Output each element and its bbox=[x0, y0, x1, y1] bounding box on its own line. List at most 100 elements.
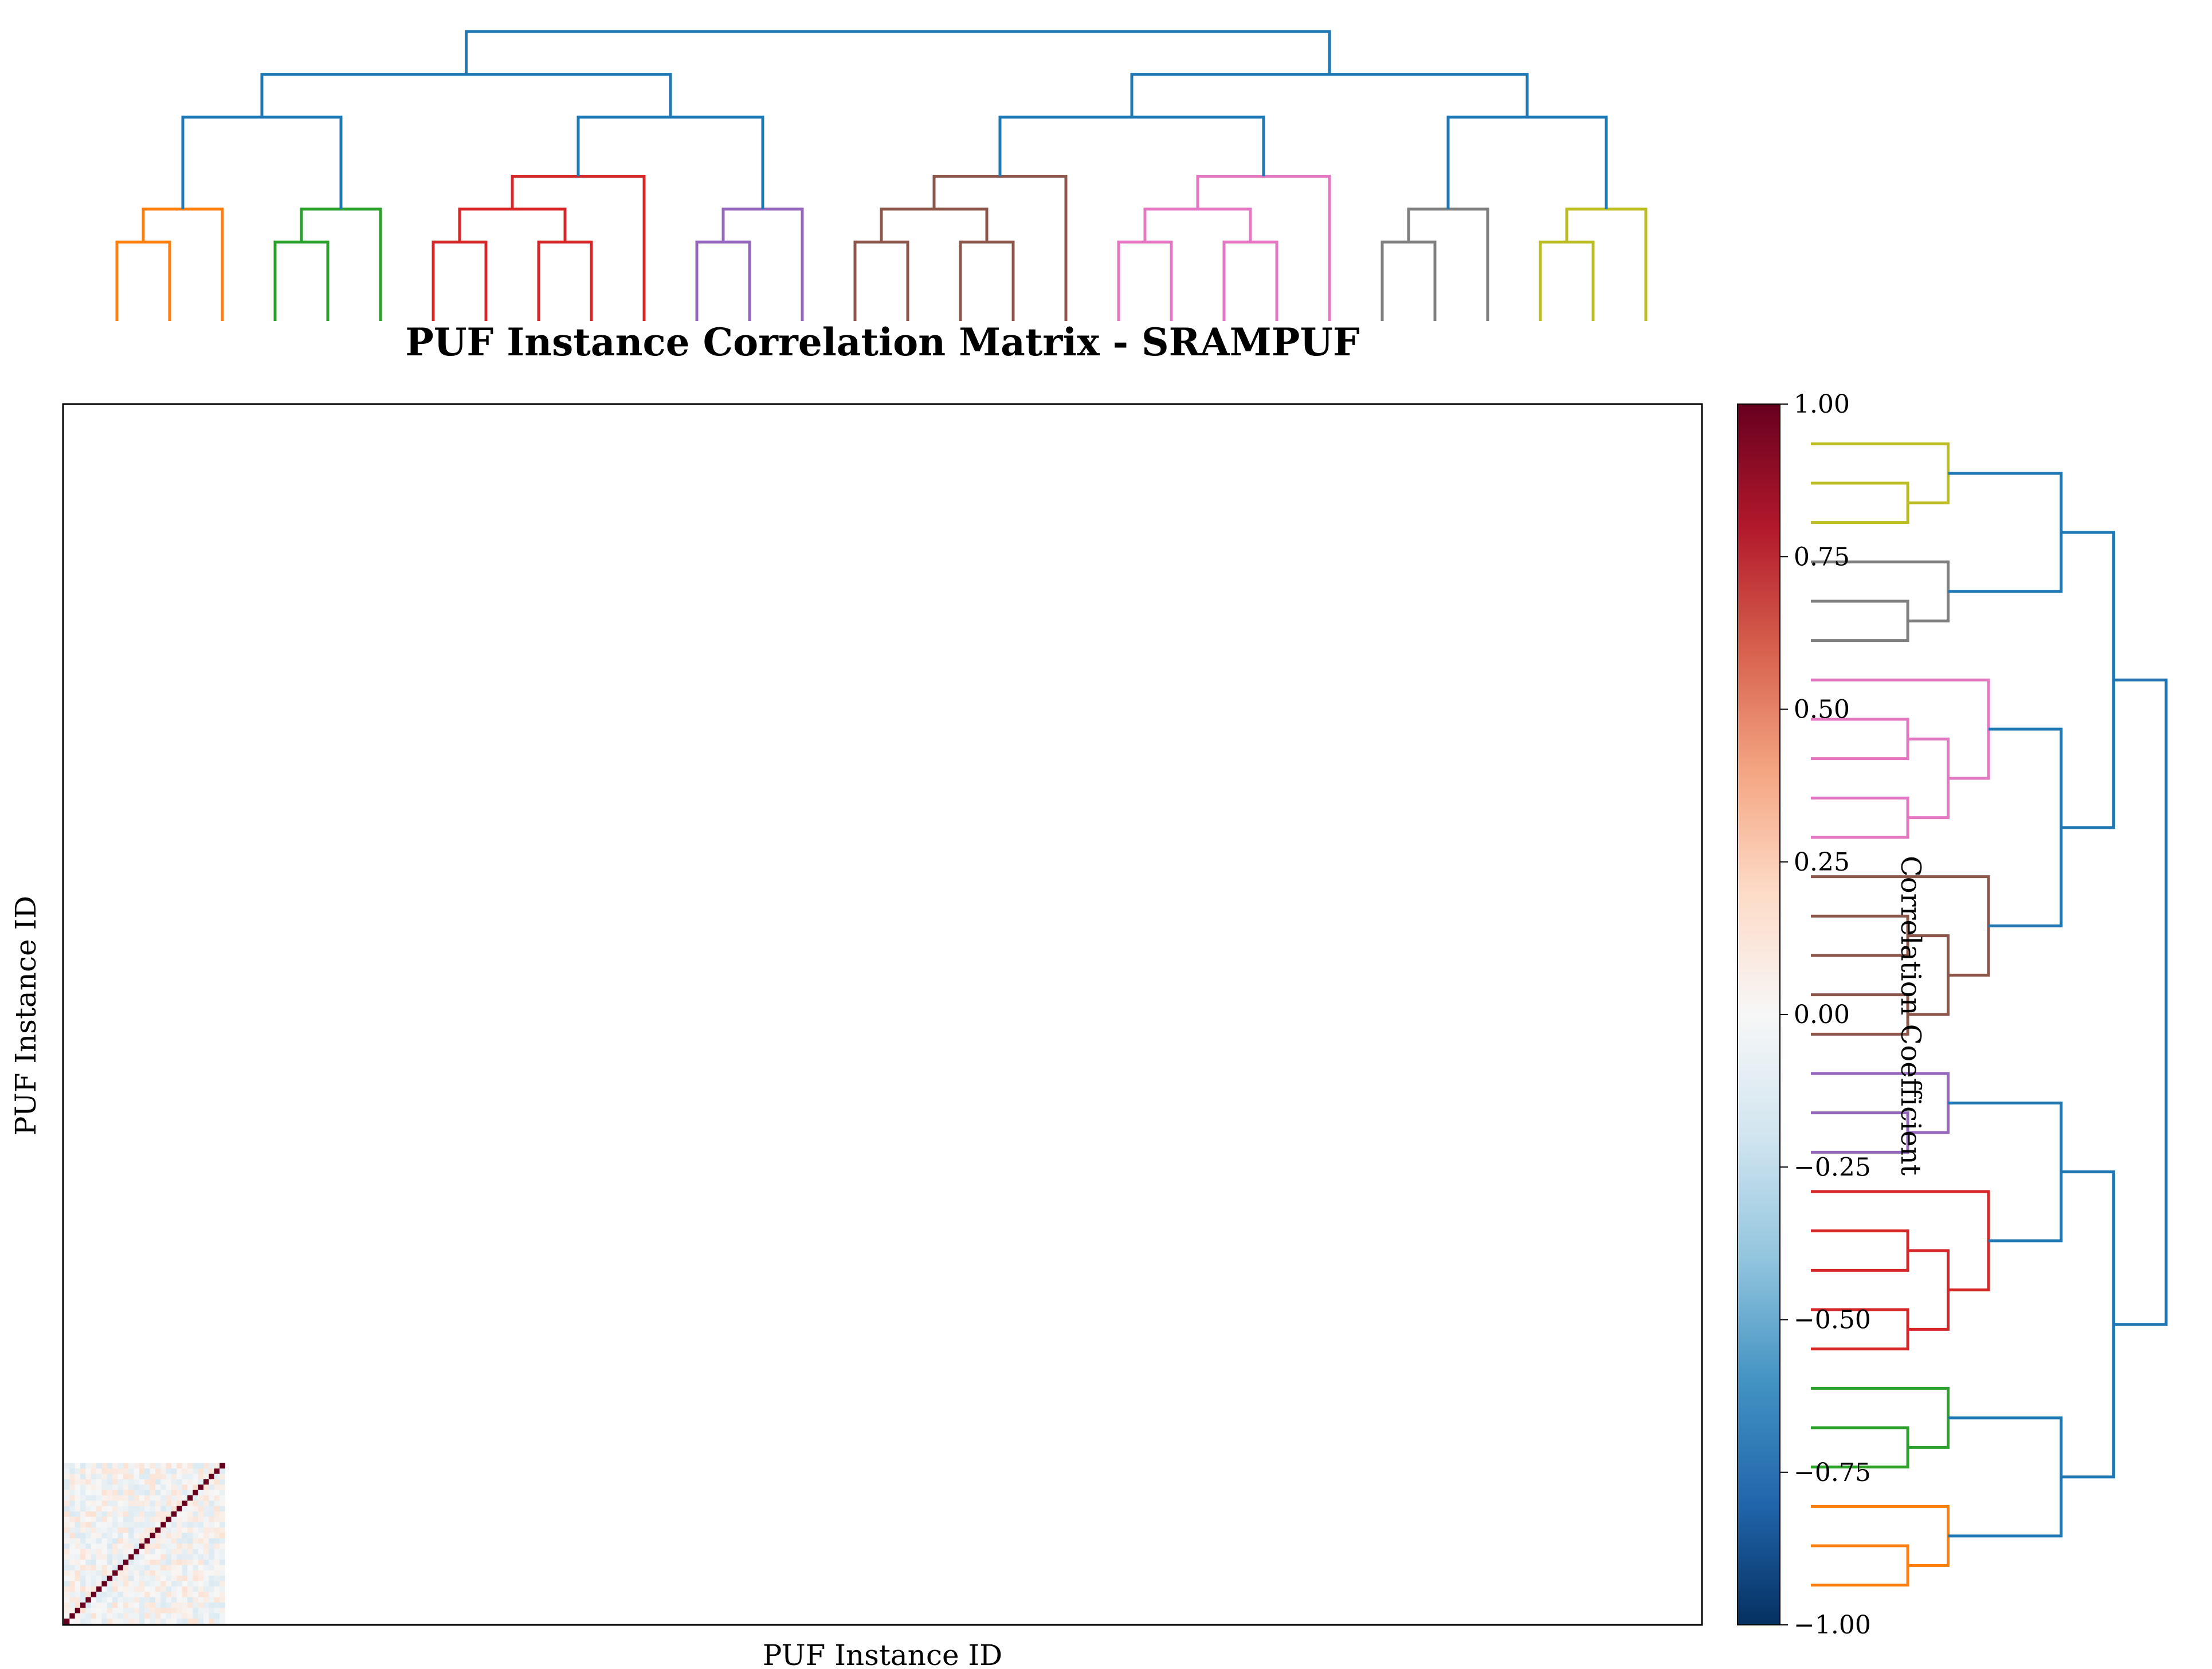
heatmap-cell bbox=[85, 1597, 92, 1603]
heatmap-cell bbox=[69, 1490, 76, 1495]
dendrogram-link bbox=[1908, 737, 1950, 820]
heatmap-cell bbox=[160, 1490, 167, 1495]
heatmap-cell bbox=[128, 1549, 134, 1554]
heatmap-cell bbox=[117, 1575, 124, 1581]
heatmap-cell bbox=[203, 1533, 209, 1538]
heatmap-cell bbox=[96, 1522, 102, 1528]
heatmap-cell bbox=[155, 1479, 161, 1485]
heatmap-cell bbox=[69, 1565, 76, 1570]
heatmap-cell bbox=[91, 1506, 97, 1512]
heatmap-cell bbox=[144, 1506, 150, 1512]
heatmap-cell bbox=[198, 1618, 204, 1624]
heatmap-cell bbox=[193, 1597, 199, 1603]
heatmap-cell bbox=[193, 1591, 199, 1597]
heatmap-cell bbox=[64, 1527, 70, 1533]
heatmap-cell bbox=[69, 1597, 76, 1603]
heatmap-cell bbox=[155, 1468, 161, 1474]
heatmap-cell bbox=[193, 1549, 199, 1554]
heatmap-cell bbox=[69, 1570, 76, 1576]
heatmap-cell bbox=[177, 1533, 183, 1538]
heatmap-cell bbox=[139, 1581, 145, 1586]
dendrogram-link bbox=[576, 115, 764, 209]
dendrogram-link bbox=[1222, 240, 1278, 321]
heatmap-cell bbox=[91, 1543, 97, 1549]
heatmap-cell bbox=[144, 1479, 150, 1485]
colorbar-ticks: 1.00 0.75 0.50 0.25 0.00 −0.25 −0.50 −0.75 −1.00 bbox=[1780, 390, 1871, 1640]
colorbar-tick-label: 0.00 bbox=[1794, 1000, 1850, 1029]
dendrogram-link bbox=[181, 115, 343, 209]
heatmap-cell bbox=[80, 1586, 86, 1592]
heatmap-cell bbox=[150, 1597, 156, 1603]
heatmap-cell bbox=[203, 1570, 209, 1576]
heatmap-cell bbox=[144, 1527, 150, 1533]
heatmap-cell bbox=[187, 1506, 193, 1512]
heatmap-cell bbox=[101, 1559, 108, 1565]
heatmap-cell bbox=[128, 1479, 134, 1485]
heatmap-cell bbox=[177, 1575, 183, 1581]
heatmap-cell bbox=[155, 1474, 161, 1479]
heatmap-cell bbox=[139, 1607, 145, 1613]
colorbar-tick-label: −0.50 bbox=[1794, 1306, 1871, 1335]
heatmap-cell bbox=[198, 1527, 204, 1533]
heatmap-cell bbox=[128, 1522, 134, 1528]
heatmap-cell bbox=[107, 1597, 113, 1603]
dendrogram-link bbox=[1811, 1426, 1909, 1469]
heatmap-cell bbox=[166, 1500, 172, 1506]
heatmap-cell bbox=[166, 1602, 172, 1608]
heatmap-cell bbox=[160, 1607, 167, 1613]
heatmap-cell bbox=[166, 1575, 172, 1581]
heatmap-cell bbox=[107, 1495, 113, 1501]
heatmap-cell bbox=[112, 1570, 118, 1576]
heatmap-cell bbox=[214, 1533, 220, 1538]
heatmap-cell bbox=[155, 1500, 161, 1506]
heatmap-cell bbox=[101, 1495, 108, 1501]
heatmap-cell bbox=[219, 1602, 225, 1608]
heatmap-cell bbox=[134, 1543, 140, 1549]
heatmap-cell bbox=[117, 1538, 124, 1544]
heatmap-cell bbox=[139, 1549, 145, 1554]
dendrogram-link bbox=[273, 240, 330, 321]
heatmap-cell bbox=[74, 1522, 81, 1528]
heatmap-cell bbox=[160, 1506, 167, 1512]
heatmap-cell bbox=[155, 1522, 161, 1528]
heatmap-cell bbox=[182, 1543, 188, 1549]
heatmap-cell bbox=[107, 1474, 113, 1479]
heatmap-cell bbox=[123, 1607, 129, 1613]
heatmap-cell bbox=[69, 1538, 76, 1544]
heatmap-cell bbox=[166, 1597, 172, 1603]
heatmap-cell bbox=[187, 1613, 193, 1619]
heatmap-cell bbox=[112, 1490, 118, 1495]
heatmap-cell bbox=[69, 1602, 76, 1608]
heatmap-cell bbox=[107, 1484, 113, 1490]
heatmap-cell bbox=[177, 1468, 183, 1474]
heatmap-cell bbox=[134, 1591, 140, 1597]
heatmap-cell bbox=[123, 1484, 129, 1490]
heatmap-cell bbox=[85, 1522, 92, 1528]
heatmap-cell bbox=[177, 1554, 183, 1560]
heatmap-cell bbox=[101, 1490, 108, 1495]
heatmap-cell bbox=[214, 1495, 220, 1501]
heatmap-cell bbox=[203, 1575, 209, 1581]
heatmap-cell bbox=[101, 1565, 108, 1570]
heatmap-cell bbox=[209, 1543, 215, 1549]
heatmap-cell bbox=[214, 1597, 220, 1603]
heatmap-cell bbox=[198, 1570, 204, 1576]
heatmap-cell bbox=[219, 1591, 225, 1597]
heatmap-cell bbox=[80, 1591, 86, 1597]
heatmap-cell bbox=[198, 1495, 204, 1501]
heatmap-cell bbox=[160, 1613, 167, 1619]
heatmap-cell bbox=[171, 1527, 177, 1533]
heatmap-cell bbox=[144, 1618, 150, 1624]
heatmap-cell bbox=[182, 1549, 188, 1554]
heatmap-cell bbox=[214, 1479, 220, 1485]
heatmap-cell bbox=[144, 1543, 150, 1549]
heatmap-cell bbox=[144, 1591, 150, 1597]
heatmap-cell bbox=[117, 1484, 124, 1490]
heatmap-cell bbox=[171, 1500, 177, 1506]
heatmap-cell bbox=[128, 1500, 134, 1506]
heatmap-cell bbox=[80, 1506, 86, 1512]
heatmap-cell bbox=[117, 1613, 124, 1619]
heatmap-cell bbox=[177, 1597, 183, 1603]
heatmap-cell bbox=[203, 1511, 209, 1517]
colorbar-tick-label: 1.00 bbox=[1794, 390, 1850, 419]
